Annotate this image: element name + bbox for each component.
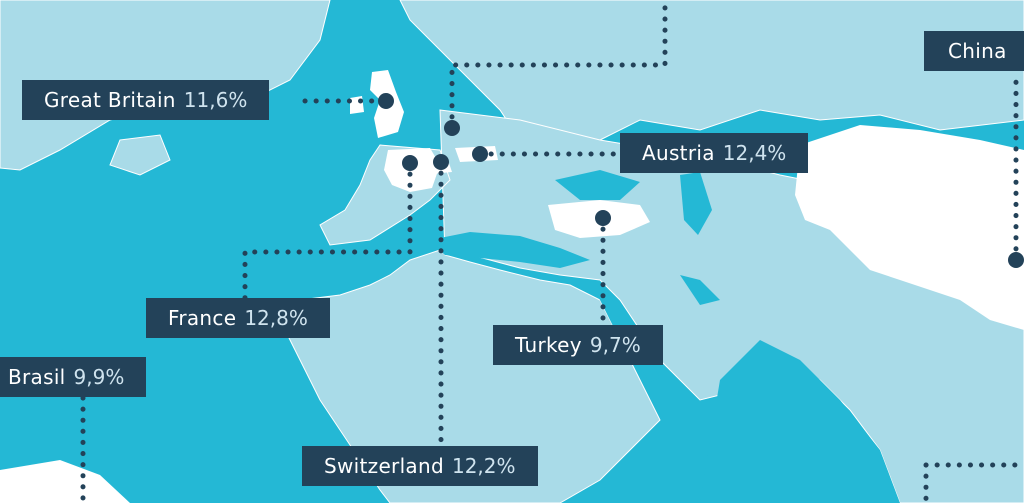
indian-ocean xyxy=(700,340,900,503)
france-share: 12,8% xyxy=(244,306,308,330)
turkey-name: Turkey xyxy=(515,333,582,357)
austria-dot xyxy=(472,146,488,162)
northern-eurasia-land xyxy=(399,0,1024,151)
persian-gulf xyxy=(680,275,720,305)
connectors xyxy=(80,0,1024,503)
china-shape xyxy=(795,125,1024,330)
china-name: China xyxy=(948,39,1007,63)
france-connector xyxy=(242,160,413,303)
france-label: France 12,8% xyxy=(146,298,330,338)
great-britain-share: 11,6% xyxy=(183,88,248,112)
austria-share: 12,4% xyxy=(722,141,787,165)
great-britain-label: Great Britain 11,6% xyxy=(22,80,270,120)
china-dot xyxy=(1008,252,1024,268)
china-label: China xyxy=(924,31,1024,71)
switzerland-share: 12,2% xyxy=(451,454,516,478)
great-britain-dot xyxy=(378,93,394,109)
black-sea xyxy=(555,170,640,200)
location-dots xyxy=(378,93,1024,268)
switzerland-name: Switzerland xyxy=(324,454,444,478)
turkey-label: Turkey 9,7% xyxy=(493,325,663,365)
germany-connector xyxy=(449,0,668,131)
ireland-shape xyxy=(350,96,364,114)
brazil-shape xyxy=(0,460,130,503)
austria-label: Austria 12,4% xyxy=(620,133,809,173)
turkey-dot xyxy=(595,210,611,226)
brasil-name: Brasil xyxy=(8,365,66,389)
mediterranean-sea xyxy=(430,232,590,268)
brasil-share: 9,9% xyxy=(73,365,125,389)
iceland-land xyxy=(109,134,171,176)
caspian-sea xyxy=(680,172,712,235)
switzerland-dot xyxy=(433,154,449,170)
france-name: France xyxy=(168,306,237,330)
switzerland-label: Switzerland 12,2% xyxy=(302,446,538,486)
great-britain-name: Great Britain xyxy=(44,88,176,112)
france-dot xyxy=(402,155,418,171)
brasil-label: Brasil 9,9% xyxy=(0,357,147,397)
asia-connector xyxy=(923,462,1024,503)
austria-name: Austria xyxy=(642,141,715,165)
germany-dot xyxy=(444,120,460,136)
turkey-share: 9,7% xyxy=(589,333,641,357)
